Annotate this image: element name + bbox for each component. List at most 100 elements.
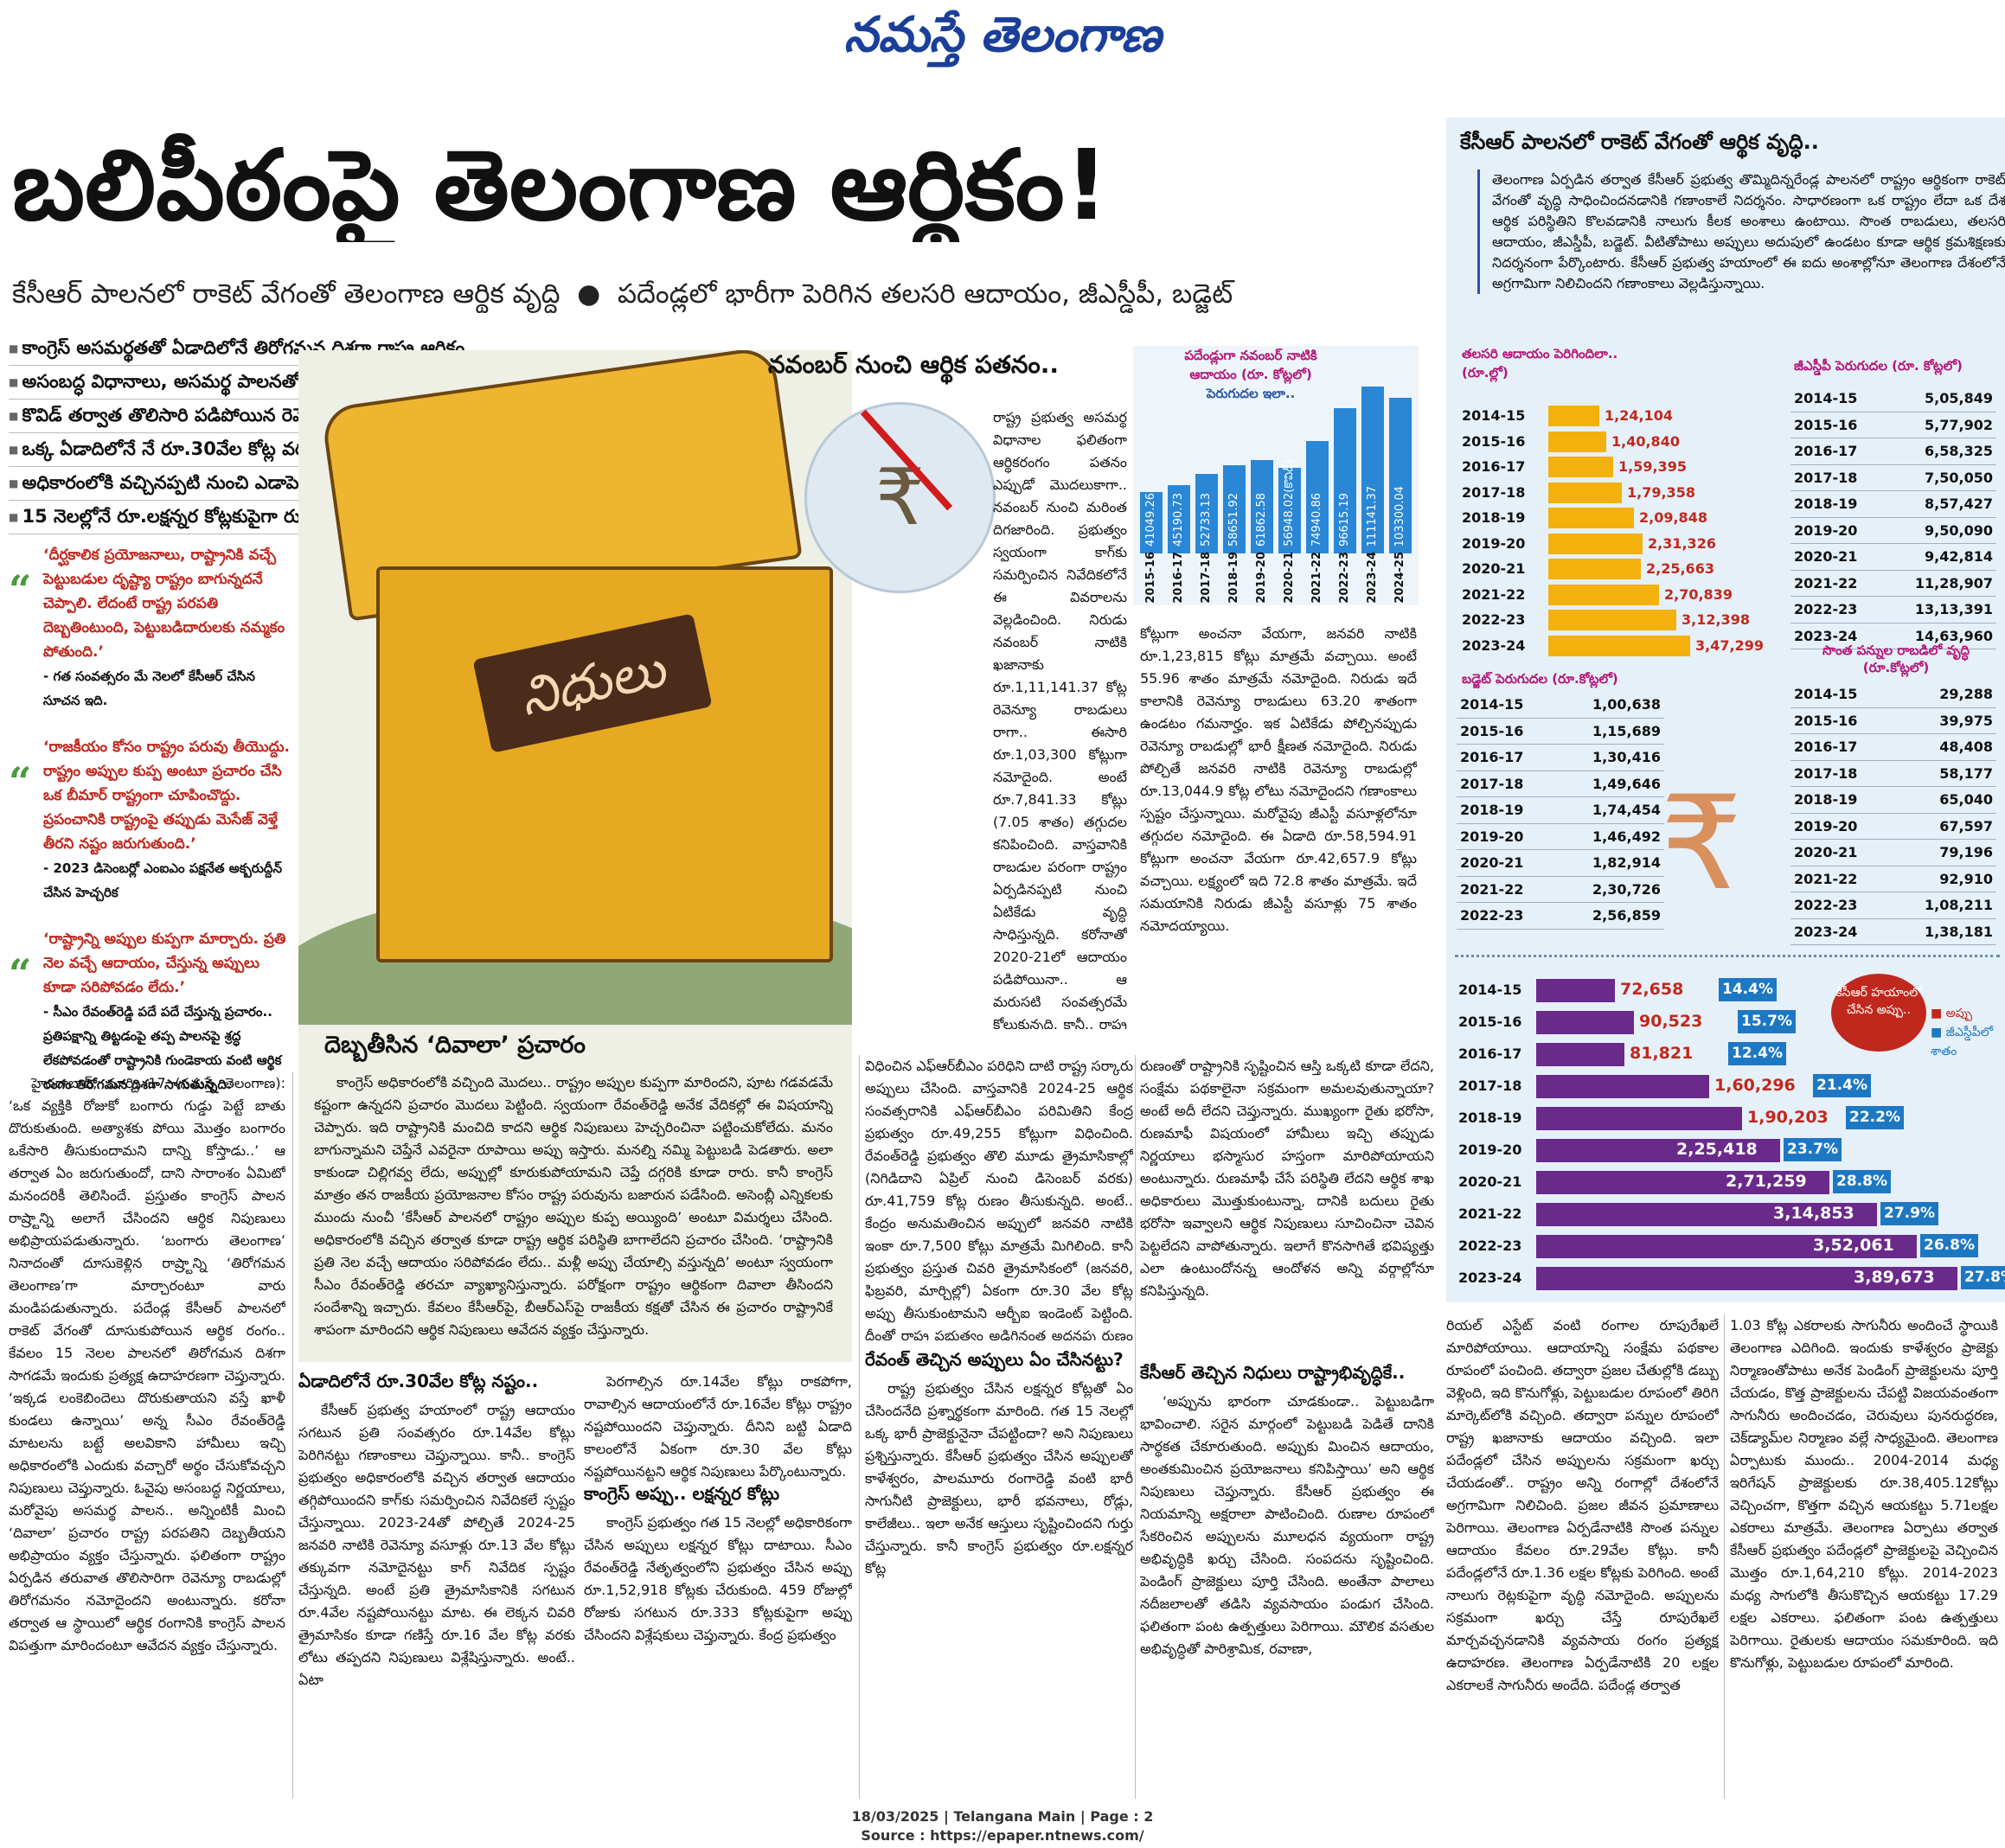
gsdp-row: 2019-20 9,50,090: [1790, 518, 1996, 544]
treasure-chest-illustration: నిధులు: [298, 350, 852, 1025]
col-c-text-1: రుణంతో రాష్ట్రానికి సృష్టించిన ఆస్తి ఒక్…: [1140, 1055, 1434, 1362]
debt-value: 2,71,259: [1726, 1172, 1807, 1191]
bar-year-label: 2019-20: [1255, 552, 1268, 604]
col-f-paragraph: 1.03 కోట్ల ఎకరాలకు సాగునీరు అందించే స్థా…: [1730, 1317, 1998, 1671]
percapita-row: 2022-23 3,12,398: [1462, 607, 1799, 633]
debt-year: 2019-20: [1458, 1141, 1522, 1158]
dotted-divider: [1455, 955, 2000, 957]
right-panel-title: కేసీఆర్ పాలనలో రాకెట్ వేగంతో ఆర్థిక వృద్…: [1460, 130, 1819, 154]
chart-bar: 41049.26 2015-16: [1140, 492, 1163, 604]
budget-year: 2015-16: [1460, 722, 1524, 739]
debt-row: 2019-20 2,25,418 23.7%: [1458, 1134, 1891, 1166]
own-revenue-row: 2020-21 79,196: [1790, 840, 1996, 866]
percapita-value: 1,40,840: [1611, 432, 1680, 450]
percapita-year: 2014-15: [1462, 407, 1526, 424]
percapita-row: 2014-15 1,24,104: [1462, 403, 1799, 429]
column-divider: [292, 1072, 293, 1799]
november-article-cont: కోట్లుగా అంచనా వేయగా, జనవరి నాటికి రూ.1,…: [1140, 623, 1417, 1029]
percapita-year: 2022-23: [1462, 611, 1526, 628]
col-b-title: కాంగ్రెస్ అప్పు.. లక్షన్నర కోట్లు: [584, 1483, 780, 1504]
debt-bar: [1536, 1267, 1957, 1290]
col-e-paragraph: రియల్ ఎస్టేట్ వంటి రంగాల రూపురేఖలే మారిప…: [1446, 1317, 1719, 1693]
debt-bar: [1536, 1235, 1917, 1258]
own-revenue-year: 2016-17: [1794, 739, 1858, 755]
debt-year: 2015-16: [1458, 1014, 1522, 1030]
percapita-bar: [1548, 559, 1641, 579]
gsdp-row: 2020-21 9,42,814: [1790, 544, 1996, 571]
debt-bar: [1536, 1171, 1829, 1194]
bar-year-label: 2023-24: [1366, 552, 1379, 604]
col-b: పెరగాల్సిన రూ.14వేల కోట్లు రాకపోగా, రావా…: [584, 1371, 852, 1799]
debt-row: 2018-19 1,90,203 22.2%: [1458, 1102, 1904, 1134]
own-revenue-value: 1,08,211: [1925, 897, 1993, 913]
percapita-year: 2017-18: [1462, 483, 1526, 501]
debt-row: 2016-17 81,821 12.4%: [1458, 1038, 1891, 1070]
quote-block: “ ‘రాజకీయం కోసం రాష్ట్రం పరువు తీయొద్దు.…: [9, 735, 294, 905]
gsdp-row: 2021-22 11,28,907: [1790, 571, 1996, 597]
debt-pct: 28.8%: [1833, 1170, 1891, 1193]
bar-year-label: 2018-19: [1227, 552, 1240, 604]
percapita-bar: [1548, 431, 1606, 452]
debt-value: 81,821: [1630, 1044, 1694, 1063]
col-d-paragraph: రాష్ట్ర ప్రభుత్వం చేసిన లక్షన్నర కోట్లతో…: [865, 1380, 1133, 1576]
own-revenue-value: 58,177: [1939, 764, 1993, 782]
debt-pct: 21.4%: [1813, 1074, 1871, 1097]
debt-bar: [1536, 1075, 1709, 1098]
diwala-box: దెబ్బతీసిన ‘దివాలా’ ప్రచారం కాంగ్రెస్ అధ…: [298, 1025, 852, 1362]
col-b-text-1: పెరగాల్సిన రూ.14వేల కోట్లు రాకపోగా, రావా…: [584, 1371, 852, 1483]
budget-row: 2016-17 1,30,416: [1457, 745, 1664, 771]
percapita-value: 1,79,358: [1627, 483, 1695, 501]
chart-title: పదేండ్లుగా నవంబర్ నాటికి ఆదాయం (రూ. కోట్…: [1164, 346, 1337, 403]
percapita-value: 1,59,395: [1618, 458, 1687, 475]
gsdp-year: 2022-23: [1794, 601, 1858, 617]
budget-value: 1,49,646: [1592, 775, 1661, 792]
percapita-bar: [1548, 406, 1599, 426]
debt-pct: 14.4%: [1719, 978, 1777, 1001]
bar-year-label: 2020-21: [1283, 552, 1296, 604]
percapita-value: 1,24,104: [1605, 407, 1673, 424]
debt-bar: [1536, 1107, 1742, 1130]
debt-value: 3,14,853: [1773, 1204, 1854, 1223]
own-revenue-year: 2017-18: [1794, 764, 1858, 782]
bar-value-label: 111141.37: [1366, 485, 1379, 547]
budget-value: 1,74,454: [1592, 802, 1661, 818]
budget-row: 2022-23 2,56,859: [1457, 903, 1664, 930]
budget-year: 2014-15: [1460, 696, 1524, 713]
col-b-top: విధించిన ఎఫ్‌ఆర్‌బీఎం పరిధిని దాటి రాష్ట…: [865, 1055, 1133, 1340]
debt-row: 2021-22 3,14,853 27.9%: [1458, 1198, 1938, 1230]
lead-paragraph: హైదరాబాద్, మార్చి 17 (నమస్తే తెలంగాణ): ‘…: [9, 1075, 285, 1653]
own-revenue-value: 1,38,181: [1925, 923, 1993, 940]
budget-row: 2017-18 1,49,646: [1457, 771, 1664, 797]
budget-value: 1,15,689: [1592, 722, 1661, 739]
gsdp-row: 2023-24 14,63,960: [1790, 623, 1996, 649]
november-text-2: కోట్లుగా అంచనా వేయగా, జనవరి నాటికి రూ.1,…: [1140, 625, 1417, 934]
debt-value: 3,52,061: [1813, 1236, 1894, 1255]
diwala-title: దెబ్బతీసిన ‘దివాలా’ ప్రచారం: [324, 1032, 586, 1058]
percapita-year: 2020-21: [1462, 560, 1526, 577]
gsdp-year: 2017-18: [1794, 469, 1858, 486]
col-b-text-2: కాంగ్రెస్ ప్రభుత్వం గత 15 నెలల్లో అధికార…: [584, 1512, 852, 1797]
own-revenue-year: 2021-22: [1794, 870, 1858, 887]
bar-year-label: 2017-18: [1200, 552, 1213, 604]
bar-value-label: 96615.19: [1338, 492, 1351, 547]
budget-year: 2018-19: [1460, 802, 1524, 818]
debt-row: 2017-18 1,60,296 21.4%: [1458, 1070, 1891, 1102]
col-c: రుణంతో రాష్ట్రానికి సృష్టించిన ఆస్తి ఒక్…: [1140, 1055, 1434, 1799]
percapita-title: తలసరి ఆదాయం పెరిగిందిలా..(రూ.ల్లో): [1462, 346, 1618, 380]
debt-value: 3,89,673: [1854, 1268, 1935, 1287]
bar-year-label: 2021-22: [1310, 552, 1323, 604]
percapita-row: 2021-22 2,70,839: [1462, 582, 1799, 608]
gsdp-row: 2018-19 8,57,427: [1790, 491, 1996, 518]
bar-year-label: 2015-16: [1144, 552, 1157, 604]
budget-row: 2019-20 1,46,492: [1457, 824, 1664, 850]
debt-year: 2017-18: [1458, 1077, 1522, 1094]
own-revenue-title: సొంత పన్నుల రాబడిలో వృద్ధి (రూ.కోట్లలో): [1822, 643, 1970, 675]
debt-bar: [1536, 1011, 1634, 1034]
own-revenue-row: 2015-16 39,975: [1790, 708, 1996, 734]
november-text: రాష్ట్ర ప్రభుత్వ అసమర్థ విధానాల ఫలితంగా …: [993, 409, 1127, 1029]
debt-year: 2023-24: [1458, 1269, 1522, 1286]
chart-bar: 111141.37 2023-24: [1361, 387, 1384, 604]
chart-bar: 56948.02(కొవిడ్) 2020-21: [1278, 459, 1301, 604]
percapita-year: 2021-22: [1462, 585, 1526, 603]
debt-row: 2023-24 3,89,673 27.8%: [1458, 1262, 2005, 1294]
